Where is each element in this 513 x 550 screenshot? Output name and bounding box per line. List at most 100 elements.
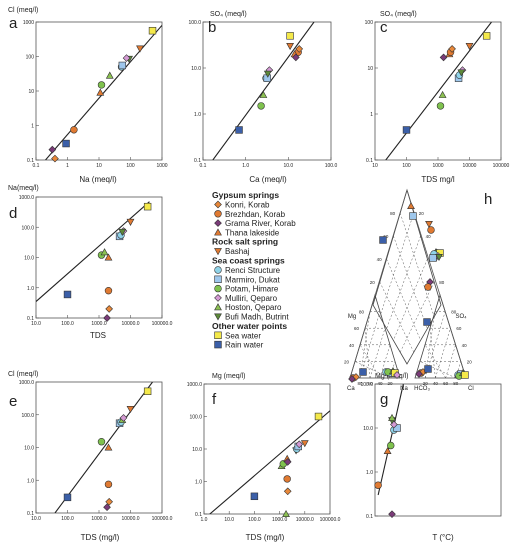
data-point-square_yellow <box>143 202 152 211</box>
data-point-diamond_pink <box>119 414 128 422</box>
x-tick-label: 1.0 <box>201 517 208 523</box>
data-point-tri_down_orange <box>300 440 309 448</box>
grid-line <box>359 311 381 379</box>
marker-tri_down_olive <box>435 253 443 262</box>
legend-item-label: Grama River, Korab <box>225 219 296 228</box>
marker-square_lightblue <box>214 275 222 283</box>
y-tick-label: 10.0 <box>363 426 373 432</box>
tick-label: 80 <box>359 310 365 315</box>
marker-diamond_pink <box>214 294 222 302</box>
y-tick-label: 10 <box>28 89 34 95</box>
y-tick-label: 100.0 <box>360 382 373 388</box>
x-tick-label: 1.0 <box>242 163 249 169</box>
x-tick-label: 100000.0 <box>152 516 173 522</box>
data-point-tri_down_orange <box>126 405 135 414</box>
grid-line <box>399 281 435 353</box>
marker-circle_orange <box>427 226 435 234</box>
y-tick-label: 10.0 <box>24 256 34 262</box>
y-tick-label: 0.1 <box>27 316 34 322</box>
x-tick-label: 1000.0 <box>91 516 107 522</box>
grid-line <box>354 361 391 379</box>
data-point-circle_green <box>97 438 106 446</box>
x-tick-label: 100.0 <box>248 517 261 523</box>
x-axis-label: TDS (mg/l) <box>81 533 120 542</box>
diamond-tick-label: 40 <box>426 234 432 239</box>
data-point-square_yellow <box>482 32 491 40</box>
grid-line <box>393 258 428 341</box>
grid-line <box>364 328 371 379</box>
diamond-tick-label: 80 <box>439 280 445 285</box>
marker-tri_down_olive <box>214 313 222 321</box>
grid-line <box>359 344 381 379</box>
x-tick-label: 10000.0 <box>121 516 139 522</box>
data-point-tri_down_orange <box>465 43 474 51</box>
y-tick-label: 100 <box>26 55 35 61</box>
x-axis-label: TDS (mg/l) <box>246 533 285 542</box>
data-point-tri_down_olive <box>457 69 466 77</box>
data-point-circle_green <box>436 102 445 110</box>
data-point-diamond_purple <box>292 53 300 62</box>
y-axis-label: SO₄ (meq/l) <box>210 11 247 18</box>
y-tick-label: 0.1 <box>194 158 201 164</box>
diamond-frame <box>372 188 442 365</box>
grid-line <box>435 328 451 379</box>
data-point-square_darkblue <box>235 126 243 134</box>
data-point-tri_orange <box>96 88 105 96</box>
diamond-tick-label: 40 <box>377 257 383 262</box>
x-tick-label: 1 <box>66 163 69 169</box>
data-point-circle_green <box>257 102 265 110</box>
data-point-tri_green <box>105 71 114 79</box>
y-tick-label: 1.0 <box>366 470 373 476</box>
data-point-diamond_orange <box>283 487 292 496</box>
marker-diamond_orange <box>214 200 222 209</box>
grid-line <box>424 344 446 379</box>
data-point-square_darkblue <box>250 492 259 501</box>
y-tick-label: 100.0 <box>189 415 202 421</box>
trend-line <box>209 410 330 514</box>
data-point-tri_green <box>282 509 290 518</box>
data-point-tri_orange <box>104 443 113 451</box>
ternary-axis-label-hco3: HCO₃ <box>414 386 430 392</box>
legend-item-label: Sea water <box>225 331 261 340</box>
x-tick-label: 100 <box>126 163 135 169</box>
y-axis-label: Cl (meq/l) <box>8 7 38 14</box>
panel-d: 0.1 1.0 10.0 100.0 1000.0 10.0 100.0 1000.0 1000… <box>8 185 173 340</box>
plot-frame <box>202 21 332 161</box>
tick-label: 20 <box>387 381 393 386</box>
data-point-diamond_orange <box>105 497 113 506</box>
panel-letter: b <box>208 19 216 36</box>
data-point-diamond_orange <box>295 45 304 53</box>
tick-label: 80 <box>453 381 459 386</box>
x-tick-label: 100000.0 <box>320 517 341 523</box>
x-tick-label: 10000.0 <box>121 321 139 327</box>
trend-line <box>54 382 153 513</box>
tick-label: 60 <box>354 326 360 331</box>
data-point-circle_green <box>387 441 395 450</box>
x-axis-label: TDS mg/l <box>421 175 455 184</box>
data-point-square_yellow <box>143 387 152 396</box>
panel-b: 0.1 1.0 10.0 100.0 0.1 1.0 10.0 100.0 SO₄ (meq/l… <box>188 11 337 184</box>
panel-a: 0.1 1 10 100 1000 0.1 1 10 100 1000 Cl (meq/l) Na (… <box>8 7 168 184</box>
y-tick-label: 100.0 <box>21 413 34 419</box>
data-point-square_darkblue <box>62 139 70 148</box>
tick-label: 80 <box>451 310 457 315</box>
marker-tri_orange <box>214 228 222 236</box>
data-point-diamond_purple <box>103 314 111 322</box>
data-point-diamond_purple <box>439 53 448 62</box>
legend-group-title: Other water points <box>212 321 287 331</box>
y-tick-label: 10.0 <box>24 446 34 452</box>
data-point-circle_orange <box>283 475 291 483</box>
marker-square_yellow <box>214 331 222 339</box>
ternary-frame <box>349 293 401 379</box>
data-point-square_darkblue <box>63 493 72 502</box>
trend-line <box>377 384 404 496</box>
data-point-tri_down_orange <box>286 43 295 51</box>
grid-line <box>386 235 421 329</box>
legend-item-label: Potam, Himare <box>225 285 279 294</box>
diamond-tick-label: 20 <box>370 280 376 285</box>
legend-item-label: Mulliri, Qeparo <box>225 294 278 303</box>
x-tick-label: 10.0 <box>31 321 41 327</box>
grid-line <box>379 281 415 353</box>
